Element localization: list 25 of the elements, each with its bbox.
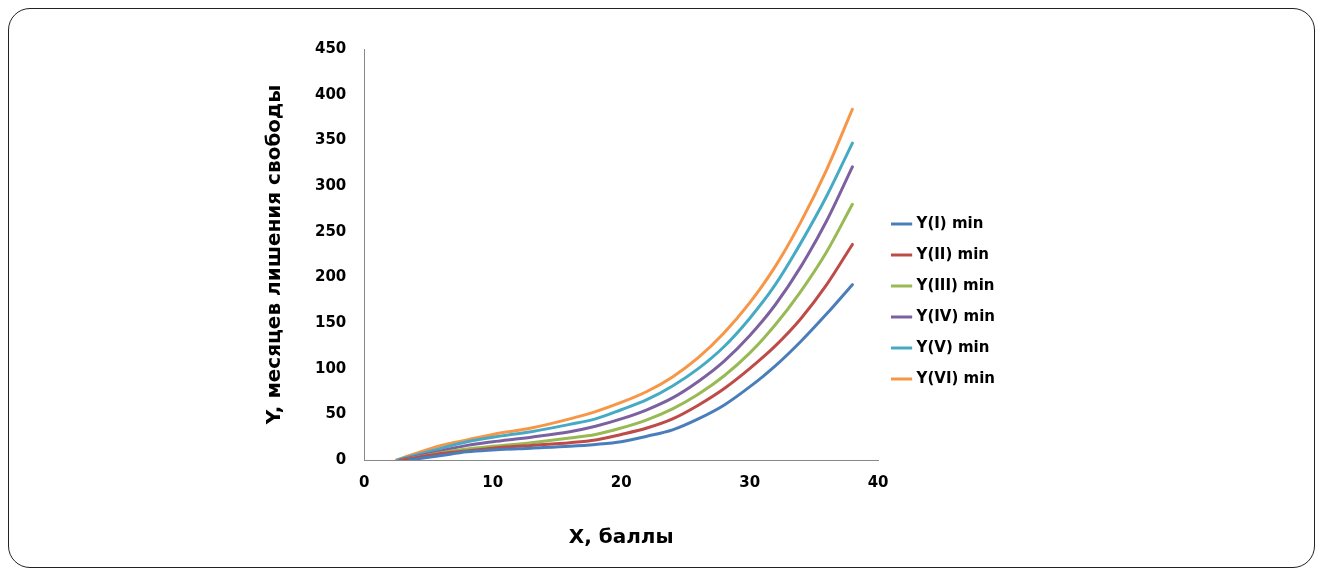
y-tick-label: 450 [315, 38, 347, 57]
legend-label: Y(VI) min [915, 368, 995, 387]
y-tick-label: 50 [325, 404, 347, 423]
y-tick-label: 350 [315, 130, 347, 149]
x-tick-label: 40 [867, 472, 889, 491]
y-tick-label: 250 [315, 221, 347, 240]
legend-label: Y(III) min [915, 275, 995, 294]
legend-label: Y(II) min [915, 244, 989, 263]
x-axis-title: X, баллы [568, 524, 674, 549]
x-tick-label: 0 [359, 472, 370, 491]
x-tick-label: 30 [739, 472, 761, 491]
y-tick-label: 100 [315, 358, 347, 377]
x-tick-label: 10 [482, 472, 504, 491]
y-axis-title: Y, месяцев лишения свободы [261, 84, 286, 426]
line-series [401, 242, 854, 460]
y-tick-label: 150 [315, 312, 347, 331]
y-tick-label: 300 [315, 175, 347, 194]
y-tick-label: 200 [315, 267, 347, 286]
x-tick-label: 20 [610, 472, 632, 491]
line-series [407, 283, 854, 460]
y-tick-label: 400 [315, 84, 347, 103]
legend-label: Y(IV) min [915, 306, 995, 325]
y-tick-label: 0 [335, 449, 347, 468]
legend-label: Y(V) min [915, 337, 990, 356]
legend-label: Y(I) min [915, 213, 984, 232]
